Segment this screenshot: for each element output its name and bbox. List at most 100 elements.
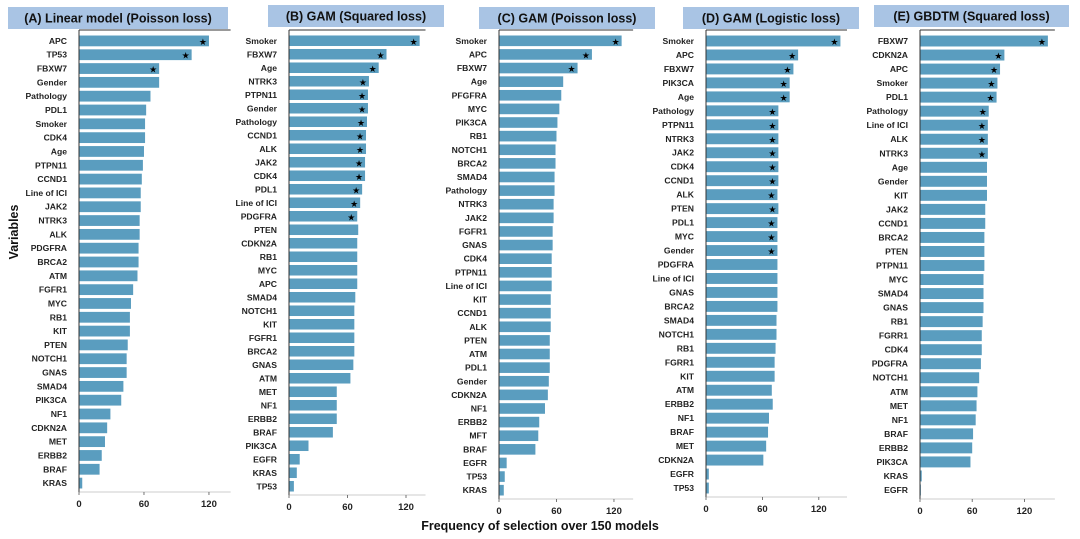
bar — [79, 463, 100, 475]
category-label: FBXW7 — [457, 63, 487, 73]
category-label: RB1 — [891, 317, 908, 327]
bar — [79, 450, 102, 461]
significance-star: ★ — [612, 38, 620, 48]
bar — [289, 386, 337, 398]
bar — [289, 62, 379, 74]
bar — [706, 356, 775, 368]
category-label: PFGFRA — [452, 90, 487, 100]
category-label: EGFR — [670, 469, 695, 479]
category-label: SMAD4 — [457, 172, 487, 182]
category-label: CCND1 — [664, 176, 694, 186]
category-label: BRAF — [670, 427, 694, 437]
category-label: PDGFRA — [658, 260, 694, 270]
category-label: Age — [261, 63, 277, 73]
bar — [706, 231, 778, 243]
category-label: Age — [51, 146, 67, 156]
category-label: KRAS — [43, 478, 68, 488]
category-label: NF1 — [471, 403, 487, 413]
bar — [499, 144, 556, 156]
bar — [289, 170, 366, 182]
bar — [706, 203, 779, 215]
bar — [499, 403, 545, 414]
significance-star: ★ — [347, 213, 355, 223]
bar — [289, 89, 368, 101]
category-label: FGRR1 — [665, 357, 694, 367]
x-tick-label: 60 — [342, 502, 353, 513]
category-label: CDK4 — [464, 254, 488, 264]
bar — [79, 228, 140, 240]
category-label: APC — [49, 36, 67, 46]
bar — [79, 367, 127, 378]
category-label: TP53 — [466, 472, 487, 482]
x-tick-label: 60 — [757, 504, 768, 515]
x-tick-label: 120 — [606, 506, 622, 517]
category-label: Age — [471, 77, 487, 87]
bar — [706, 384, 772, 396]
bar — [499, 62, 578, 74]
category-label: PDGFRA — [241, 211, 277, 221]
significance-star: ★ — [767, 220, 775, 230]
significance-star: ★ — [376, 51, 384, 61]
category-label: CDKN2A — [872, 50, 908, 60]
category-label: CDK4 — [885, 345, 909, 355]
significance-star: ★ — [410, 38, 418, 48]
category-label: RB1 — [50, 312, 67, 322]
bar — [920, 274, 984, 285]
bar — [289, 224, 359, 236]
bar — [920, 260, 985, 271]
category-label: ERBB2 — [458, 417, 487, 427]
category-label: Line of ICI — [25, 188, 67, 198]
category-label: PDL1 — [672, 218, 694, 228]
category-label: PTEN — [885, 246, 908, 256]
panel-title: (D) GAM (Logistic loss) — [702, 12, 840, 26]
bar — [920, 428, 974, 440]
category-label: PIK3CA — [662, 78, 694, 88]
category-label: RB1 — [260, 252, 277, 262]
bar — [920, 246, 985, 257]
bar — [706, 482, 709, 494]
bar — [499, 307, 551, 319]
bar — [920, 470, 922, 482]
significance-star: ★ — [978, 136, 986, 146]
x-tick-label: 0 — [703, 504, 708, 515]
category-label: PTEN — [671, 204, 694, 214]
category-label: KRAS — [463, 485, 488, 495]
bar — [289, 345, 355, 357]
category-label: JAK2 — [255, 157, 277, 167]
category-label: Pathology — [866, 106, 908, 116]
category-label: Gender — [878, 176, 909, 186]
category-label: PTEN — [254, 225, 277, 235]
category-label: APC — [890, 64, 908, 74]
category-label: Gender — [664, 246, 695, 256]
bar — [706, 273, 778, 284]
category-label: APC — [676, 50, 694, 60]
category-label: BRAF — [463, 444, 487, 454]
significance-star: ★ — [767, 192, 775, 202]
category-label: EGFR — [253, 454, 278, 464]
category-label: Gender — [247, 103, 278, 113]
category-label: BRCA2 — [247, 346, 277, 356]
bar — [499, 49, 592, 60]
x-tick-label: 60 — [139, 499, 150, 510]
bar — [289, 467, 297, 479]
category-label: Smoker — [662, 36, 694, 46]
bar — [499, 267, 552, 278]
panel-title-box — [683, 7, 859, 29]
significance-star: ★ — [768, 164, 776, 174]
bar — [79, 63, 160, 74]
category-label: APC — [469, 49, 487, 59]
bar — [499, 362, 550, 373]
bar — [289, 318, 355, 330]
bar — [79, 242, 139, 254]
bar — [706, 259, 778, 270]
category-label: NTRK3 — [38, 216, 67, 226]
x-tick-label: 120 — [398, 502, 414, 513]
category-label: BRCA2 — [878, 232, 908, 242]
significance-star: ★ — [978, 150, 986, 160]
category-label: ERBB2 — [38, 450, 67, 460]
bar — [289, 291, 356, 303]
category-label: CDK4 — [254, 171, 278, 181]
category-label: Pathology — [652, 106, 694, 116]
bar — [289, 426, 333, 438]
bar — [289, 372, 351, 384]
